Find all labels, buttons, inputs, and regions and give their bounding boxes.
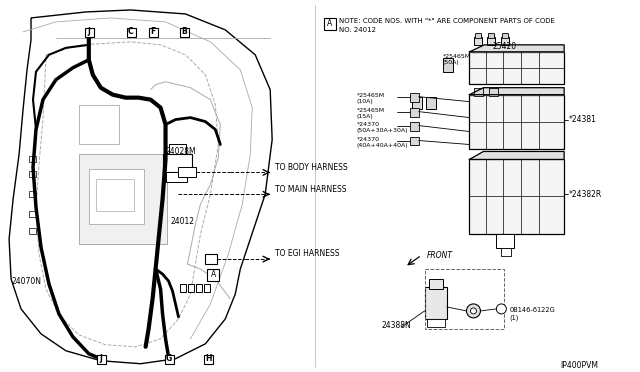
Bar [180,28,189,37]
Bar [412,97,422,109]
Text: (50A): (50A) [443,60,460,65]
Text: (10A): (10A) [357,99,374,104]
Text: NO. 24012: NO. 24012 [339,27,376,33]
Bar [474,37,483,45]
Text: B: B [499,307,504,311]
Text: *24382R: *24382R [569,190,602,199]
Polygon shape [470,151,564,160]
Text: (50A+30A+30A): (50A+30A+30A) [357,128,408,132]
Text: 24388N: 24388N [382,321,412,330]
Circle shape [467,304,481,318]
Bar [29,191,36,197]
Bar [470,160,564,234]
Text: *24370: *24370 [357,122,380,126]
Bar [470,94,564,150]
Bar [180,284,186,292]
Bar [29,211,36,217]
Text: IP400PVM: IP400PVM [560,361,598,370]
Text: 24070N: 24070N [11,277,41,286]
Text: 24012: 24012 [170,217,195,226]
Text: *25465M: *25465M [357,108,385,113]
Bar [410,122,419,131]
Bar [163,154,193,172]
Bar [79,105,118,144]
Bar [168,144,186,154]
Text: (1): (1) [509,315,518,321]
Bar [410,137,419,145]
Bar [89,169,143,224]
Bar [164,355,173,364]
Bar [179,167,196,177]
Text: F: F [150,28,156,36]
Bar [497,234,515,248]
Bar [204,284,211,292]
Text: A: A [211,270,216,279]
Text: J: J [88,28,90,36]
Circle shape [497,304,506,314]
Bar [426,97,436,109]
Bar [488,33,494,38]
Text: *24381: *24381 [569,115,597,124]
Polygon shape [470,88,564,94]
Bar [29,228,36,234]
Bar [97,355,106,364]
Bar [166,172,188,182]
Text: 25420: 25420 [492,42,516,51]
Bar [127,28,136,37]
Text: 0B146-6122G: 0B146-6122G [509,307,555,313]
Text: TO MAIN HARNESS: TO MAIN HARNESS [275,185,347,194]
Bar [410,108,419,116]
Text: J: J [99,354,102,363]
Text: C: C [128,28,134,36]
Text: *25465M: *25465M [357,93,385,98]
Text: TO BODY HARNESS: TO BODY HARNESS [275,163,348,172]
Bar [427,319,445,327]
Bar [79,154,166,244]
Bar [424,269,504,329]
Text: *25465M: *25465M [443,54,470,59]
Bar [324,18,336,30]
Bar [85,28,94,37]
Text: *24370: *24370 [357,137,380,141]
Bar [204,355,213,364]
Bar [205,254,218,264]
Bar [476,33,481,38]
Bar [470,52,564,84]
Polygon shape [470,45,564,52]
Bar [29,157,36,163]
Bar [502,33,508,38]
Text: B: B [182,28,188,36]
Text: FRONT: FRONT [427,251,452,260]
Bar [188,284,195,292]
Bar [96,179,134,211]
Text: TO EGI HARNESS: TO EGI HARNESS [275,248,340,258]
Bar [148,28,157,37]
Text: G: G [165,354,172,363]
Bar [196,284,202,292]
Bar [488,37,495,45]
Text: NOTE: CODE NOS. WITH "*" ARE COMPONENT PARTS OF CODE: NOTE: CODE NOS. WITH "*" ARE COMPONENT P… [339,18,555,24]
Bar [410,93,419,102]
Circle shape [470,308,476,314]
Bar [443,58,452,72]
Bar [429,279,443,289]
Bar [207,269,220,281]
Bar [424,287,447,319]
Text: H: H [205,354,212,363]
Bar [501,37,509,45]
Text: (15A): (15A) [357,113,374,119]
Text: A: A [327,19,333,28]
Bar [490,88,499,96]
PathPatch shape [9,10,272,364]
Text: (40A+40A+40A): (40A+40A+40A) [357,142,408,148]
Bar [474,88,483,96]
Text: 24028M: 24028M [166,147,196,157]
Bar [501,248,511,256]
Bar [29,171,36,177]
